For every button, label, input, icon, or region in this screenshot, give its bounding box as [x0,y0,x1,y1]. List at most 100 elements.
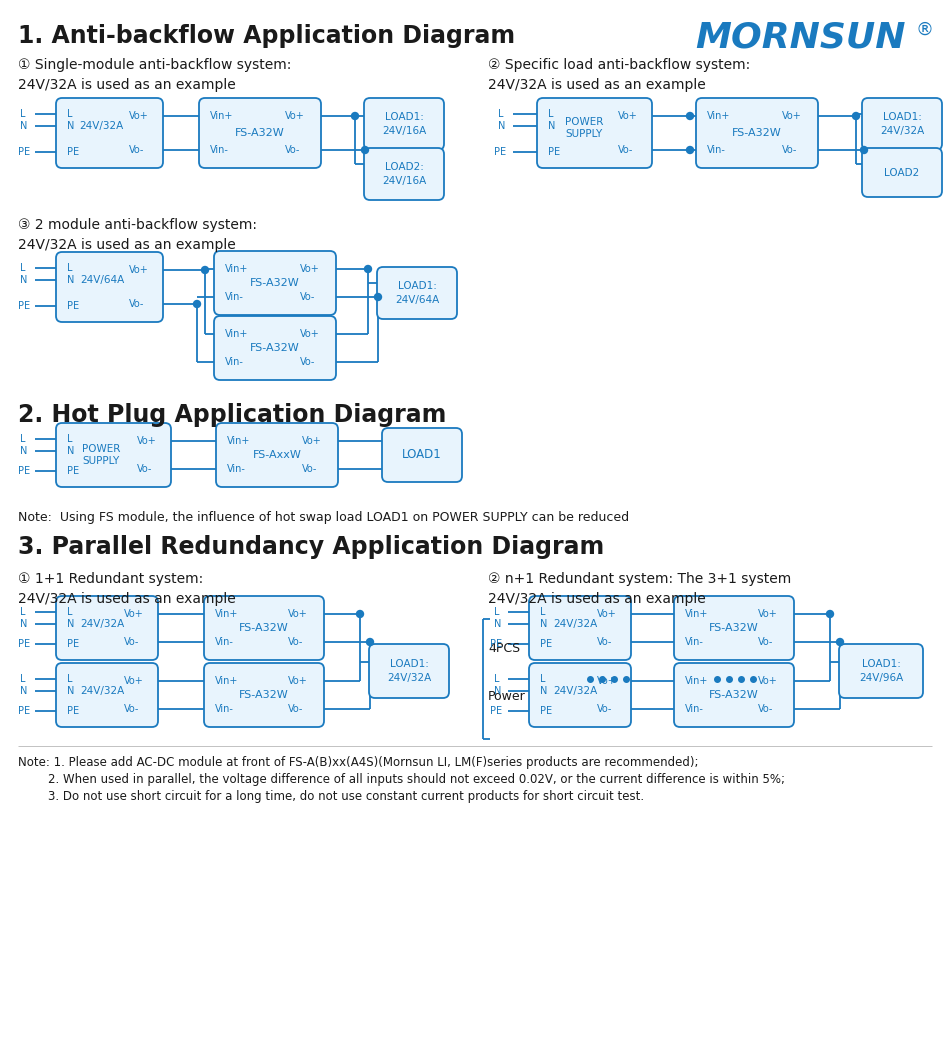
Text: Vo+: Vo+ [597,609,617,619]
Text: Note: 1. Please add AC-DC module at front of FS-A(B)xx(A4S)(Mornsun LI, LM(F)ser: Note: 1. Please add AC-DC module at fron… [18,756,698,769]
Text: Vo-: Vo- [288,637,303,647]
Text: Vin-: Vin- [215,704,234,714]
Circle shape [861,146,867,154]
Text: FS-A32W: FS-A32W [239,690,289,700]
Text: Vo-: Vo- [285,145,300,155]
Text: 24V/16A: 24V/16A [382,176,427,186]
Text: N: N [20,446,28,456]
Circle shape [356,611,364,617]
Text: 3. Do not use short circuit for a long time, do not use constant current product: 3. Do not use short circuit for a long t… [18,790,644,803]
Text: 24V/96A: 24V/96A [859,673,903,683]
Text: Vo-: Vo- [288,704,303,714]
Text: PE: PE [67,467,79,476]
Circle shape [374,293,382,300]
FancyBboxPatch shape [204,663,324,727]
FancyBboxPatch shape [839,644,923,698]
Text: Vo-: Vo- [758,704,773,714]
Text: FS-A32W: FS-A32W [709,623,759,633]
Text: PE: PE [540,705,552,716]
Text: L: L [20,607,26,617]
Text: 2. When used in parallel, the voltage difference of all inputs should not exceed: 2. When used in parallel, the voltage di… [18,773,785,785]
Text: Vo-: Vo- [300,292,315,302]
Text: L: L [20,434,26,444]
Text: 24V/32A: 24V/32A [553,619,598,629]
Text: Vin+: Vin+ [685,676,709,686]
FancyBboxPatch shape [537,98,652,168]
Text: N: N [540,686,547,696]
Text: Vo+: Vo+ [137,436,157,446]
Text: Vo+: Vo+ [300,264,320,274]
Text: PE: PE [67,705,79,716]
Text: N: N [20,686,28,696]
Text: Vo-: Vo- [782,145,797,155]
Text: Vo-: Vo- [300,357,315,367]
Text: PE: PE [490,705,503,716]
Text: FS-A32W: FS-A32W [236,128,285,138]
Text: L: L [548,109,554,119]
Text: L: L [20,674,26,684]
Circle shape [367,639,373,645]
Text: PE: PE [548,146,560,157]
Text: L: L [67,434,72,444]
Text: FS-A32W: FS-A32W [250,343,300,353]
Text: PE: PE [540,639,552,649]
Text: Vo-: Vo- [618,145,634,155]
Text: L: L [494,674,500,684]
Text: N: N [20,275,28,285]
Text: Vo+: Vo+ [129,111,149,121]
Text: FS-AxxW: FS-AxxW [253,450,301,460]
Text: Vo+: Vo+ [618,111,637,121]
Text: N: N [67,121,74,131]
Text: PE: PE [67,639,79,649]
Text: PE: PE [18,301,30,311]
Text: Vo-: Vo- [597,637,613,647]
Circle shape [365,266,371,272]
Text: FS-A32W: FS-A32W [732,128,782,138]
Text: Vo+: Vo+ [597,676,617,686]
Text: N: N [20,121,28,131]
Text: 24V/32A: 24V/32A [80,619,124,629]
Text: Vin-: Vin- [685,704,704,714]
Circle shape [201,266,208,273]
Text: Vin-: Vin- [707,145,726,155]
Text: Vo-: Vo- [129,299,144,309]
Text: Vo+: Vo+ [302,436,322,446]
Text: 24V/32A: 24V/32A [79,121,124,131]
Text: LOAD1: LOAD1 [402,449,442,461]
FancyBboxPatch shape [216,423,338,487]
Text: Vo-: Vo- [124,637,140,647]
Text: Vo+: Vo+ [288,676,308,686]
Text: FS-A32W: FS-A32W [709,690,759,700]
Text: Vin-: Vin- [225,292,244,302]
Text: Vin+: Vin+ [215,609,238,619]
Text: SUPPLY: SUPPLY [565,129,602,139]
Text: N: N [67,686,74,696]
FancyBboxPatch shape [364,98,444,150]
Text: Vin+: Vin+ [685,609,709,619]
Text: PE: PE [18,639,30,649]
FancyBboxPatch shape [382,428,462,482]
Text: L: L [67,607,72,617]
FancyBboxPatch shape [529,596,631,660]
FancyBboxPatch shape [862,148,942,197]
Text: Vo+: Vo+ [285,111,305,121]
Text: PE: PE [18,705,30,716]
Text: Vo+: Vo+ [758,609,778,619]
Text: MORNSUN: MORNSUN [695,21,905,55]
Text: LOAD1:: LOAD1: [397,281,436,291]
Text: LOAD2: LOAD2 [884,168,920,178]
Text: 24V/64A: 24V/64A [80,275,124,285]
Text: N: N [548,121,556,131]
Text: 24V/32A: 24V/32A [387,673,431,683]
Circle shape [687,112,694,119]
Text: N: N [20,619,28,629]
Text: LOAD1:: LOAD1: [883,112,922,122]
Text: ®: ® [915,21,933,39]
Text: N: N [494,686,502,696]
Text: Vin-: Vin- [215,637,234,647]
Text: Vo+: Vo+ [758,676,778,686]
FancyBboxPatch shape [56,423,171,487]
Circle shape [352,112,358,119]
FancyBboxPatch shape [529,663,631,727]
Text: 24V/16A: 24V/16A [382,126,427,136]
